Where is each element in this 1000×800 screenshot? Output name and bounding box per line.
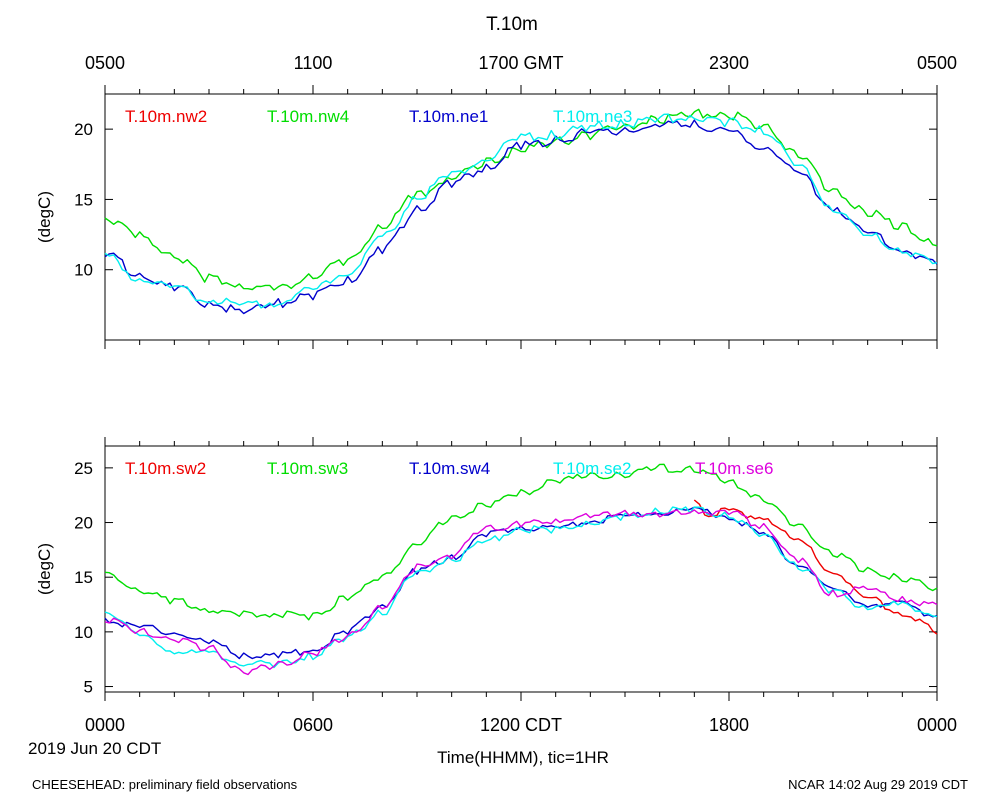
top-plot-frame (104, 93, 938, 341)
x-axis-label: Time(HHMM), tic=1HR (437, 748, 609, 767)
bottom-axis-tick-labels: 0000 0600 1200 CDT 1800 0000 (85, 715, 957, 735)
legend-entry: T.10m.se6 (695, 459, 773, 478)
legend-entry: T.10m.ne1 (409, 107, 488, 126)
top-axis-tick-label: 1700 GMT (478, 53, 563, 73)
bottom-panel-ylabel: (degC) (35, 543, 54, 595)
legend-entry: T.10m.nw4 (267, 107, 349, 126)
series-line-t-10m-sw3 (104, 463, 938, 621)
legend-entry: T.10m.ne3 (553, 107, 632, 126)
series-line-t-10m-ne3 (104, 113, 938, 309)
top-axis-tick-label: 1100 (294, 53, 333, 73)
bottom-axis-tick-label: 1200 CDT (480, 715, 562, 735)
bottom-axis-tick-label: 0000 (85, 715, 125, 735)
y-tick-label: 15 (74, 568, 93, 587)
bottom-panel: 5 10 15 20 25 T.10m.sw2 T.10m.sw3 T.10m.sw4 T.10… (74, 459, 938, 697)
y-tick-label: 10 (74, 261, 93, 280)
series-line-t-10m-se6 (104, 509, 938, 676)
bottom-axis-tick-label: 0600 (293, 715, 333, 735)
bottom-axis-tick-label: 0000 (917, 715, 957, 735)
figure-title: T.10m (486, 14, 538, 35)
top-axis-tick-label: 0500 (85, 53, 125, 73)
bottom-plot-frame (104, 445, 938, 693)
y-tick-label: 5 (84, 678, 93, 697)
footer-left: CHEESEHEAD: preliminary field observatio… (32, 777, 298, 792)
top-axis-tick-label: 0500 (917, 53, 957, 73)
legend-entry: T.10m.sw4 (409, 459, 490, 478)
legend-entry: T.10m.se2 (553, 459, 631, 478)
legend-entry: T.10m.sw2 (125, 459, 206, 478)
top-axis-tick-label: 2300 (709, 53, 749, 73)
y-tick-label: 15 (74, 190, 93, 209)
series-line-t-10m-se2 (104, 506, 938, 669)
y-tick-label: 25 (74, 459, 93, 478)
top-panel-ylabel: (degC) (35, 191, 54, 243)
legend-entry: T.10m.sw3 (267, 459, 348, 478)
series-line-t-10m-ne1 (104, 119, 938, 315)
top-axis-tick-labels: 0500 1100 1700 GMT 2300 0500 (85, 53, 957, 73)
bottom-axis-tick-label: 1800 (709, 715, 749, 735)
y-tick-label: 20 (74, 514, 93, 533)
series-line-t-10m-nw4 (104, 108, 938, 291)
date-label: 2019 Jun 20 CDT (28, 739, 161, 758)
y-tick-label: 10 (74, 623, 93, 642)
top-panel: 10 15 20 T.10m.nw2 T.10m.nw4 T.10m.ne1 T.10m.n… (74, 107, 938, 315)
series-line-t-10m-sw2 (693, 499, 938, 635)
y-tick-label: 20 (74, 120, 93, 139)
footer-right: NCAR 14:02 Aug 29 2019 CDT (788, 777, 968, 792)
legend-entry: T.10m.nw2 (125, 107, 207, 126)
axis-ticks (104, 85, 938, 701)
